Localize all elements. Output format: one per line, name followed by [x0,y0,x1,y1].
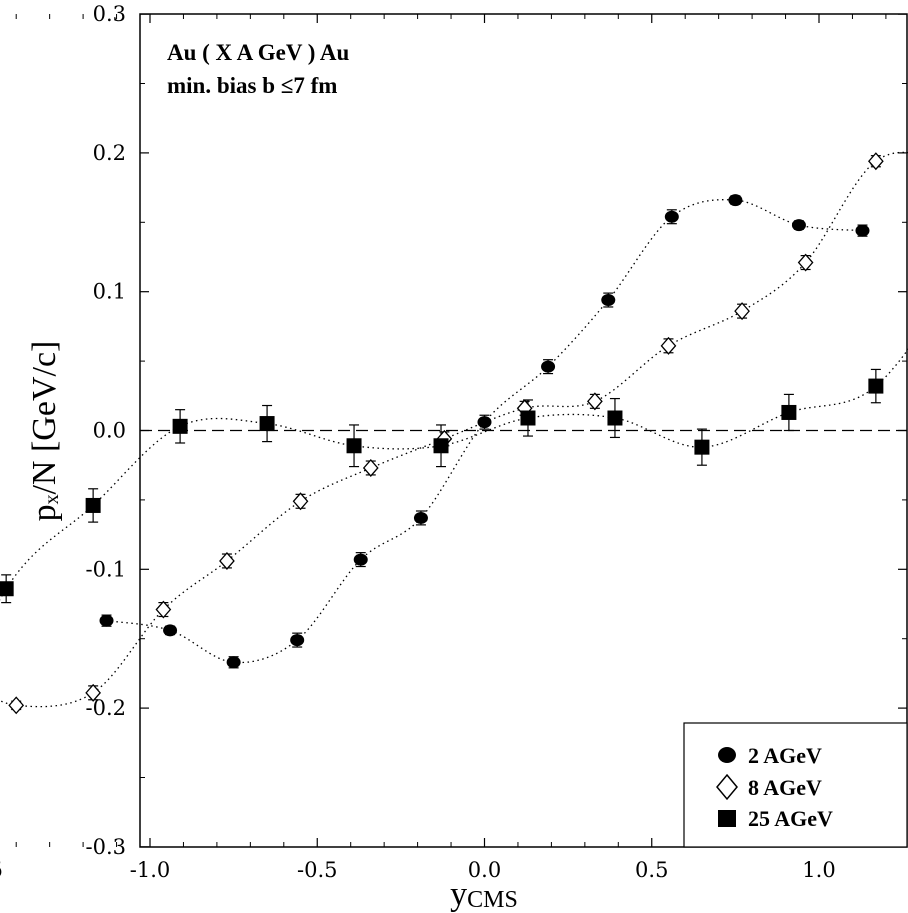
x-axis-title: yCMS [450,876,518,913]
x-tick-labels: -2.0-1.5-1.0-0.50.00.51.01.52.0 [0,858,836,882]
point-8agev [660,336,677,355]
annotation-title: Au ( X A GeV ) Au [167,40,350,65]
x-tick-label: -0.5 [297,858,338,882]
point-8agev [362,458,379,477]
y-tick-label: 0.1 [93,280,126,304]
point-8agev [85,683,101,702]
point-2agev [226,656,241,669]
legend-label-2agev: 2 AGeV [748,743,822,768]
point-25agev [520,410,536,426]
legend-marker-8agev [716,773,738,801]
y-tick-labels: 0.30.20.10.0-0.1-0.2-0.3 [86,2,127,859]
point-8agev [219,551,235,570]
point-2agev [601,294,616,307]
y-tick-label: 0.3 [93,2,126,26]
point-8agev [868,152,884,171]
point-25agev [694,439,710,455]
point-2agev [728,194,743,207]
x-tick-label: -1.5 [0,858,3,882]
point-2agev [664,210,679,223]
point-25agev [607,410,623,426]
x-tick-label: -1.0 [130,858,171,882]
point-25agev [259,416,275,432]
legend-marker-2agev [718,747,736,763]
point-8agev [8,696,25,715]
x-axis-title-sub: CMS [467,887,518,913]
point-25agev [85,497,101,513]
point-2agev [99,614,114,627]
point-8agev [734,302,750,321]
legend-marker-25agev [718,810,736,827]
legend-label-8agev: 8 AGeV [748,775,822,800]
point-8agev [587,392,603,411]
y-tick-label: -0.1 [86,557,127,581]
point-25agev [781,404,797,420]
x-tick-label: 0.5 [635,858,668,882]
point-2agev [477,416,492,429]
point-25agev [0,581,14,597]
point-2agev [541,360,556,373]
annotation-subtitle: min. bias b ≤7 fm [167,73,337,98]
point-8agev [797,253,814,272]
point-2agev [353,553,368,566]
point-8agev [292,492,309,511]
x-tick-label: 0.0 [468,858,501,882]
point-2agev [413,511,428,524]
y-axis-title: pₓ/N [GeV/c] [26,341,63,522]
y-tick-label: 0.0 [93,419,126,443]
point-2agev [855,224,870,237]
point-25agev [868,378,884,394]
point-25agev [346,438,362,454]
point-2agev [791,219,806,232]
error-bars [1,155,881,711]
y-tick-label: -0.3 [86,835,127,859]
legend-label-25agev: 25 AGeV [748,806,833,831]
point-2agev [290,634,305,647]
y-tick-label: 0.2 [93,141,126,165]
data-points [0,152,884,715]
series-curve-1 [0,151,908,708]
point-2agev [163,624,178,637]
point-8agev [155,600,172,619]
x-tick-label: 1.0 [802,858,835,882]
point-25agev [433,438,449,454]
legend: 2 AGeV 8 AGeV 25 AGeV [683,722,908,848]
x-axis-title-main: y [450,876,467,913]
point-25agev [172,418,188,434]
